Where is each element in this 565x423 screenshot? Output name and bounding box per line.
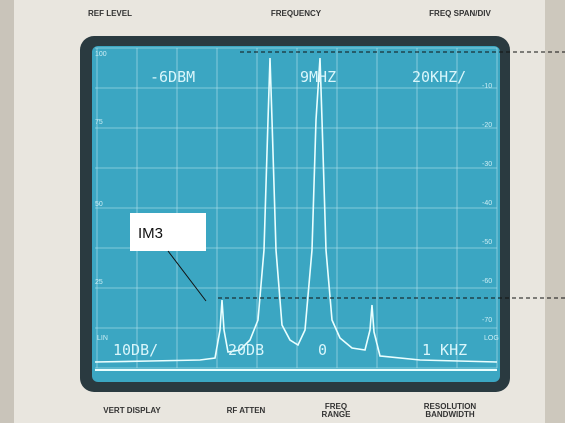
bezel-edge (0, 0, 14, 423)
annotation-pointer (167, 250, 207, 302)
scale-label: -10 (482, 83, 492, 90)
scale-label: 100 (95, 51, 107, 58)
panel-label: RANGE (322, 410, 352, 419)
readout: 10DB/ (113, 341, 158, 359)
labels: REF LEVEL FREQUENCY FREQ SPAN/DIV -6DBM 9MHZ… (88, 9, 499, 419)
scale-label: 50 (95, 201, 103, 208)
readout: 20KHZ/ (412, 68, 466, 86)
annotation-box (130, 213, 206, 251)
readout: -6DBM (150, 68, 195, 86)
scale-label: -70 (482, 317, 492, 324)
scale-label: 75 (95, 119, 103, 126)
panel-label: FREQ (325, 402, 347, 411)
scale-label: -40 (482, 200, 492, 207)
panel-label: RF ATTEN (227, 406, 266, 415)
panel-label: VERT DISPLAY (103, 406, 161, 415)
side-label: LIN (97, 335, 108, 342)
bezel-edge (545, 0, 565, 423)
scale-label: -50 (482, 239, 492, 246)
spectrum-trace (94, 57, 498, 363)
graticule (95, 47, 498, 369)
panel-label: FREQ SPAN/DIV (429, 9, 491, 18)
panel-label: BANDWIDTH (425, 410, 475, 419)
scale-label: -60 (482, 278, 492, 285)
readout: 9MHZ (300, 68, 336, 86)
scale-label: -30 (482, 161, 492, 168)
panel-label: REF LEVEL (88, 9, 132, 18)
screen (92, 46, 500, 382)
panel-label: FREQUENCY (271, 9, 322, 18)
readout: 20DB (228, 341, 264, 359)
scale-label: 25 (95, 279, 103, 286)
side-label: LOG (484, 335, 499, 342)
annotation: IM3 (138, 225, 163, 242)
readout: 1 KHZ (422, 341, 467, 359)
scale-label: -20 (482, 122, 492, 129)
panel-label: RESOLUTION (424, 402, 477, 411)
readout: 0 (318, 341, 327, 359)
